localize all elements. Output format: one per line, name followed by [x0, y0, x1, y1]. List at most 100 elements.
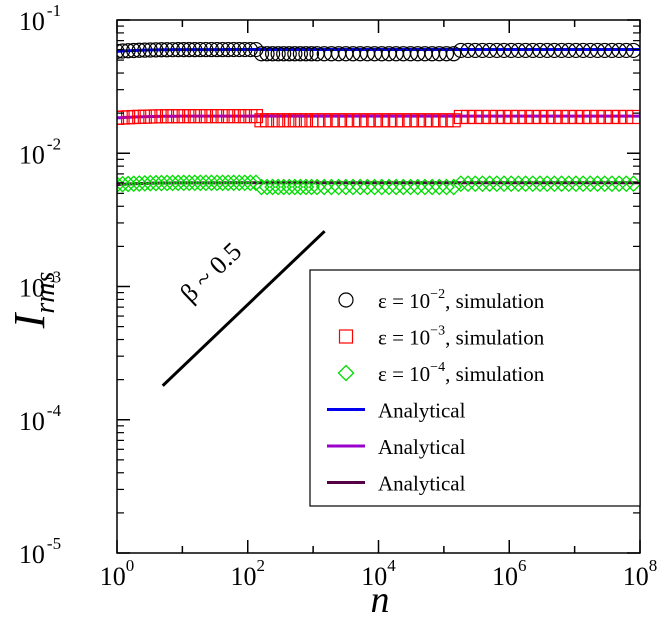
sim-point-eps-0.001 — [248, 109, 264, 124]
sim-point-eps-0.001 — [525, 109, 540, 125]
sim-point-eps-0.001 — [367, 113, 382, 128]
sim-point-eps-0.01 — [248, 41, 264, 58]
sim-point-eps-0.01 — [120, 43, 136, 59]
sim-point-eps-0.001 — [396, 113, 411, 128]
sim-point-eps-0.001 — [389, 113, 404, 128]
sim-point-eps-0.0001 — [330, 178, 348, 196]
sim-point-eps-0.0001 — [517, 175, 535, 193]
sim-point-eps-0.01 — [242, 41, 258, 58]
sim-point-eps-0.001 — [496, 109, 512, 125]
sim-point-eps-0.0001 — [625, 175, 640, 193]
sim-point-eps-0.001 — [547, 109, 562, 125]
sim-point-eps-0.01 — [170, 42, 186, 58]
sim-point-eps-0.0001 — [197, 174, 215, 192]
sim-point-eps-0.01 — [131, 42, 147, 58]
sim-point-eps-0.0001 — [180, 174, 198, 192]
sim-point-eps-0.0001 — [253, 178, 270, 196]
sim-point-eps-0.001 — [417, 113, 433, 128]
sim-point-eps-0.0001 — [275, 178, 293, 196]
sim-point-eps-0.0001 — [230, 174, 248, 192]
sim-point-eps-0.0001 — [394, 178, 412, 196]
sim-point-eps-0.0001 — [280, 178, 298, 196]
sim-point-eps-0.01 — [226, 41, 242, 58]
sim-point-eps-0.001 — [554, 109, 569, 125]
sim-point-eps-0.01 — [220, 41, 236, 58]
sim-point-eps-0.001 — [309, 113, 325, 128]
sim-point-eps-0.001 — [561, 109, 576, 125]
sim-point-eps-0.01 — [181, 42, 197, 58]
sim-point-eps-0.01 — [298, 46, 314, 62]
sim-point-eps-0.0001 — [303, 178, 320, 196]
sim-point-eps-0.001 — [511, 109, 526, 125]
sim-point-eps-0.01 — [303, 46, 320, 62]
sim-point-eps-0.01 — [203, 41, 220, 58]
sim-point-eps-0.01 — [176, 42, 192, 58]
sim-point-eps-0.01 — [117, 43, 125, 59]
sim-point-eps-0.0001 — [474, 175, 491, 193]
sim-point-eps-0.0001 — [574, 175, 592, 193]
sim-point-eps-0.0001 — [191, 174, 209, 192]
slope-label: β ~ 0.5 — [174, 237, 247, 308]
legend-label: ε = 10−4, simulation — [378, 360, 545, 386]
sim-point-eps-0.0001 — [488, 175, 506, 193]
sim-point-eps-0.001 — [611, 109, 627, 125]
sim-point-eps-0.0001 — [438, 178, 455, 196]
sim-point-eps-0.0001 — [553, 175, 570, 193]
slope-annotation-group: β ~ 0.5 — [161, 230, 326, 387]
sim-point-eps-0.0001 — [452, 175, 470, 193]
y-axis-label: Irms — [5, 272, 61, 330]
sim-point-eps-0.0001 — [153, 174, 170, 192]
legend: ε = 10−2, simulation ε = 10−3, simulation… — [309, 269, 641, 507]
sim-point-eps-0.0001 — [337, 178, 355, 196]
sim-point-eps-0.01 — [438, 46, 455, 62]
x-tick-label: 102 — [231, 556, 266, 591]
sim-point-eps-0.0001 — [366, 178, 383, 196]
sim-point-eps-0.01 — [276, 46, 292, 62]
sim-point-eps-0.01 — [117, 43, 131, 59]
sim-point-eps-0.001 — [590, 109, 605, 125]
sim-point-eps-0.01 — [137, 42, 153, 58]
sim-point-eps-0.01 — [159, 42, 175, 58]
sim-point-eps-0.01 — [270, 46, 286, 62]
sim-point-eps-0.0001 — [186, 174, 204, 192]
sim-point-eps-0.001 — [425, 113, 440, 128]
sim-point-eps-0.0001 — [495, 175, 513, 193]
sim-point-eps-0.01 — [164, 42, 181, 58]
sim-point-eps-0.0001 — [409, 178, 427, 196]
sim-point-eps-0.0001 — [351, 178, 369, 196]
legend-label: Analytical — [378, 472, 466, 496]
sim-point-eps-0.0001 — [236, 174, 254, 192]
sim-point-eps-0.01 — [142, 42, 158, 58]
sim-point-eps-0.01 — [148, 42, 164, 58]
sim-point-eps-0.001 — [453, 109, 468, 125]
sim-point-eps-0.001 — [317, 113, 332, 128]
y-tick-label: 10 -4 — [19, 401, 62, 436]
x-axis-label: n — [371, 579, 390, 618]
sim-point-eps-0.01 — [259, 46, 275, 62]
sim-point-eps-0.001 — [381, 113, 397, 128]
legend-marker-swatch — [338, 329, 354, 344]
sim-point-eps-0.001 — [604, 109, 619, 125]
sim-point-eps-0.01 — [198, 41, 214, 58]
sim-point-eps-0.01 — [187, 41, 203, 58]
sim-point-eps-0.0001 — [466, 175, 484, 193]
y-tick-label: 10 -1 — [19, 1, 61, 36]
sim-point-eps-0.0001 — [380, 178, 398, 196]
sim-point-eps-0.001 — [353, 113, 368, 128]
sim-point-eps-0.01 — [446, 46, 462, 62]
legend-label: Analytical — [378, 399, 466, 423]
sim-point-eps-0.0001 — [610, 175, 628, 193]
sim-point-eps-0.0001 — [430, 178, 448, 196]
sim-point-eps-0.01 — [264, 46, 281, 62]
sim-point-eps-0.001 — [619, 109, 634, 125]
sim-point-eps-0.01 — [126, 42, 142, 59]
sim-point-eps-0.0001 — [291, 178, 309, 196]
sim-point-eps-0.0001 — [214, 174, 231, 192]
legend-marker-swatch — [338, 292, 354, 308]
sim-point-eps-0.0001 — [617, 175, 635, 193]
sim-point-eps-0.001 — [338, 113, 353, 128]
legend-label: Analytical — [378, 435, 466, 459]
sim-point-eps-0.0001 — [509, 175, 527, 193]
sim-point-eps-0.0001 — [147, 174, 165, 192]
